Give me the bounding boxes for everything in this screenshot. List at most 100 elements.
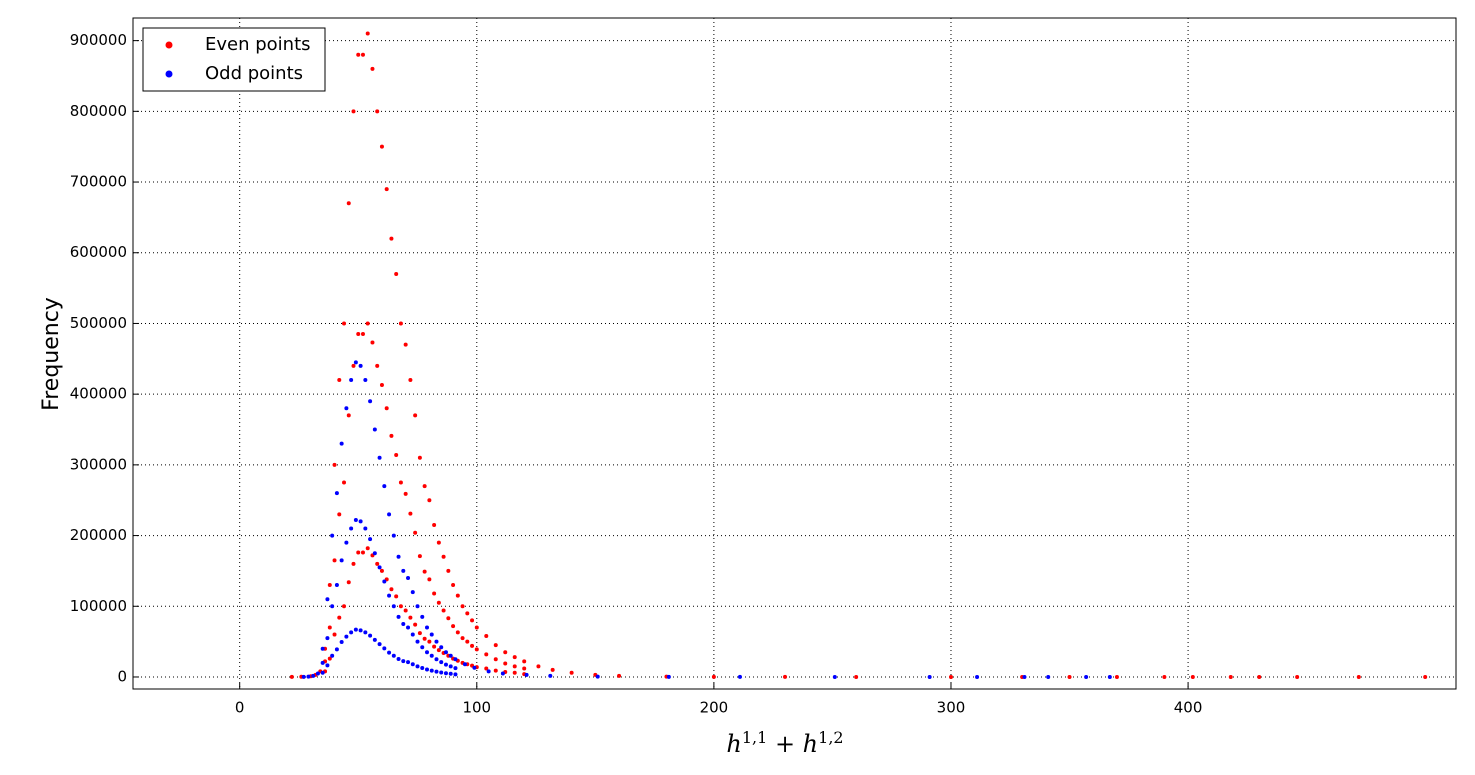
point <box>432 644 437 649</box>
point <box>550 667 555 672</box>
point <box>410 632 415 637</box>
point <box>389 236 394 241</box>
point <box>436 600 441 605</box>
point <box>384 406 389 411</box>
point <box>398 480 403 485</box>
point <box>512 655 517 660</box>
plot-frame <box>132 17 1457 690</box>
point <box>389 433 394 438</box>
y-tick-label: 700000 <box>70 173 127 191</box>
point <box>387 650 392 655</box>
point <box>413 413 418 418</box>
point <box>465 639 470 644</box>
point <box>358 519 363 524</box>
x-tick-label: 200 <box>700 699 729 717</box>
point <box>446 568 451 573</box>
point <box>342 604 347 609</box>
point <box>365 321 370 326</box>
point <box>406 625 411 630</box>
point <box>382 484 387 489</box>
y-tick-label: 600000 <box>70 243 127 261</box>
point <box>413 622 418 627</box>
point <box>1356 674 1361 679</box>
point <box>356 332 361 337</box>
point <box>320 660 325 665</box>
point <box>595 674 600 679</box>
point <box>408 511 413 516</box>
point <box>417 554 422 559</box>
grid <box>133 18 1456 689</box>
point <box>358 628 363 633</box>
point <box>325 636 330 641</box>
point <box>536 664 541 669</box>
point <box>349 526 354 531</box>
point <box>443 650 448 655</box>
point <box>453 657 458 662</box>
point <box>337 512 342 517</box>
point <box>410 662 415 667</box>
x-label-sup: 1,2 <box>818 728 843 747</box>
point <box>330 653 335 658</box>
point <box>927 674 932 679</box>
point <box>425 667 429 672</box>
point <box>375 109 380 114</box>
point <box>455 630 460 635</box>
point <box>737 674 742 679</box>
point <box>441 554 446 559</box>
point <box>372 637 377 642</box>
point <box>360 550 365 555</box>
point <box>1067 674 1072 679</box>
point <box>484 633 489 638</box>
legend-marker <box>165 41 173 49</box>
point <box>462 662 467 667</box>
point <box>415 639 420 644</box>
point <box>1022 674 1027 679</box>
point <box>429 668 434 673</box>
point <box>375 561 380 566</box>
point <box>427 577 432 582</box>
point <box>334 491 339 496</box>
point <box>391 653 396 658</box>
point <box>315 671 320 676</box>
point <box>325 597 330 602</box>
point <box>446 616 451 621</box>
point <box>325 663 330 668</box>
point <box>370 66 375 71</box>
point <box>436 540 441 545</box>
point <box>429 653 434 658</box>
point <box>453 672 458 677</box>
legend-marker <box>165 70 173 78</box>
point <box>363 526 368 531</box>
point <box>975 674 980 679</box>
point <box>453 666 458 671</box>
point <box>337 378 342 383</box>
point <box>413 530 418 535</box>
point <box>1190 674 1195 679</box>
point <box>339 639 344 644</box>
point <box>470 643 475 648</box>
point <box>711 674 716 679</box>
point <box>406 575 411 580</box>
point <box>434 639 439 644</box>
point <box>384 187 389 192</box>
point <box>401 659 406 664</box>
point <box>503 650 508 655</box>
point <box>363 630 368 635</box>
point <box>368 399 373 404</box>
point <box>406 660 411 665</box>
point <box>470 618 475 623</box>
legend-box <box>142 27 326 92</box>
point <box>330 533 335 538</box>
point <box>372 551 377 556</box>
point <box>394 452 399 457</box>
point <box>403 491 408 496</box>
x-axis-label: h1,1 + h1,2 <box>726 728 843 759</box>
point <box>358 363 363 368</box>
point <box>451 583 456 588</box>
point <box>493 668 498 673</box>
point <box>522 659 527 664</box>
point <box>524 672 529 677</box>
point <box>332 462 337 467</box>
point <box>1046 674 1051 679</box>
point <box>337 615 342 620</box>
